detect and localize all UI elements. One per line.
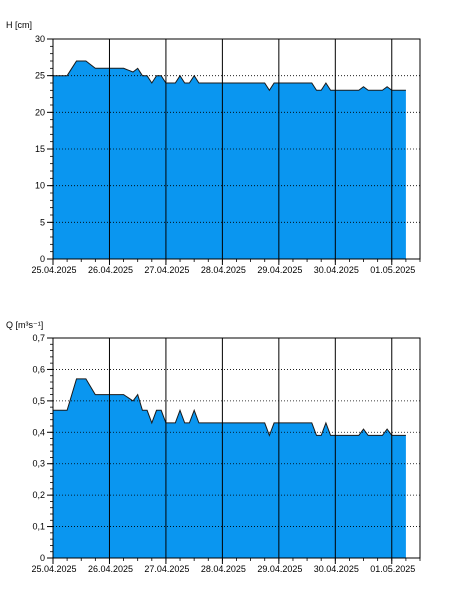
x-tick-label: 25.04.2025	[31, 564, 76, 574]
plot-frame	[52, 38, 421, 260]
area-fill	[53, 378, 406, 558]
y-tick-label: 0,1	[32, 522, 45, 532]
y-tick-label: 30	[35, 34, 45, 44]
x-tick-label: 29.04.2025	[257, 265, 302, 275]
y-tick-label: 5	[40, 217, 45, 227]
y-axis-title: Q [m³s⁻¹]	[6, 320, 43, 330]
y-tick-label: 0	[40, 254, 45, 264]
x-tick-label: 25.04.2025	[31, 265, 76, 275]
y-axis-title: H [cm]	[6, 20, 32, 30]
x-tick-label: 01.05.2025	[370, 265, 415, 275]
y-tick-label: 0,7	[32, 333, 45, 343]
x-tick-label: 27.04.2025	[144, 564, 189, 574]
area-fill	[53, 61, 406, 259]
y-tick-label: 0	[40, 553, 45, 563]
series-line	[53, 60, 406, 92]
x-tick-label: 28.04.2025	[201, 265, 246, 275]
y-tick-label: 10	[35, 181, 45, 191]
chart-2: 0 0,1 0,2 0,3 0,4 0,5 0,6 0,7 25.04.2025 26.04.20…	[6, 320, 421, 574]
x-tick-label: 26.04.2025	[88, 265, 133, 275]
x-tick-label: 01.05.2025	[370, 564, 415, 574]
y-tick-label: 15	[35, 144, 45, 154]
x-tick-label: 26.04.2025	[88, 564, 133, 574]
x-tick-label: 30.04.2025	[314, 265, 359, 275]
chart-1: 0 5 10 15 20 25 30 25.04.2025 26.04.2025 27.04.20…	[6, 20, 421, 275]
x-tick-label: 27.04.2025	[144, 265, 189, 275]
y-tick-label: 0,3	[32, 459, 45, 469]
y-tick-label: 0,2	[32, 490, 45, 500]
y-tick-label: 20	[35, 107, 45, 117]
y-tick-label: 25	[35, 71, 45, 81]
x-tick-label: 28.04.2025	[201, 564, 246, 574]
x-tick-label: 29.04.2025	[257, 564, 302, 574]
plot-frame	[52, 337, 421, 559]
y-tick-label: 0,6	[32, 364, 45, 374]
x-tick-label: 30.04.2025	[314, 564, 359, 574]
series-line	[53, 378, 406, 437]
y-tick-label: 0,4	[32, 427, 45, 437]
y-tick-label: 0,5	[32, 396, 45, 406]
